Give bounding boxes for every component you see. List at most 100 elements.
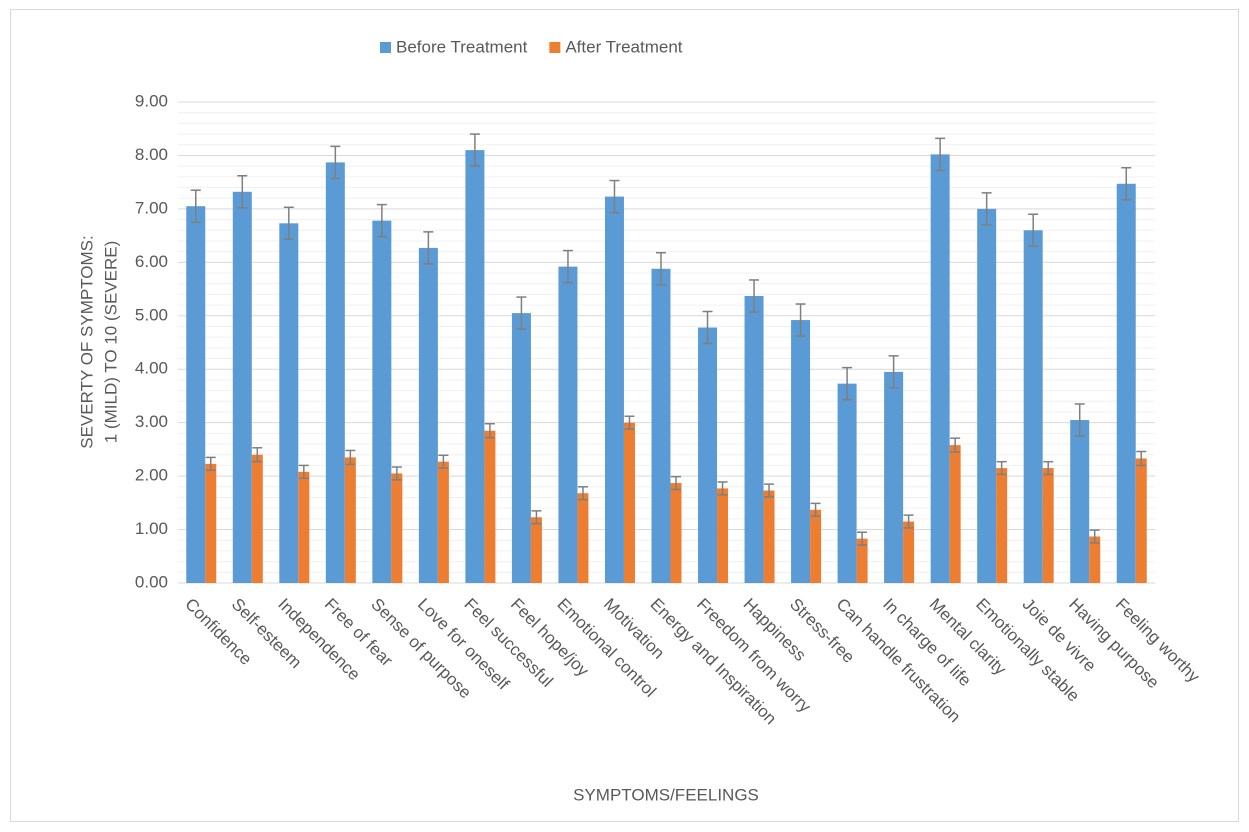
- bar: [949, 445, 961, 583]
- bar: [577, 493, 589, 583]
- bar: [344, 457, 356, 583]
- bar: [604, 196, 624, 583]
- error-bar: [577, 486, 588, 501]
- error-bar: [516, 296, 527, 330]
- bar: [930, 154, 950, 583]
- error-bar: [252, 447, 263, 463]
- error-bar: [996, 460, 1007, 476]
- error-bar: [205, 456, 216, 471]
- error-bar: [842, 366, 853, 401]
- y-tick-label: 9.00: [135, 91, 168, 110]
- bar: [698, 327, 718, 583]
- error-bar: [376, 203, 387, 238]
- error-bar: [438, 454, 449, 469]
- bar: [810, 509, 822, 583]
- bar: [903, 521, 915, 583]
- bar: [372, 220, 392, 583]
- legend-swatch: [549, 42, 561, 53]
- legend-swatch: [380, 42, 391, 53]
- bar: [670, 483, 682, 583]
- bar: [418, 247, 438, 584]
- bar: [325, 162, 345, 584]
- error-bar: [717, 481, 728, 496]
- legend-label: After Treatment: [565, 37, 682, 56]
- error-bar: [330, 145, 341, 180]
- bar: [484, 430, 496, 583]
- error-bar: [1136, 450, 1147, 467]
- bar: [744, 296, 764, 583]
- error-bar: [857, 531, 868, 546]
- y-tick-label: 6.00: [135, 252, 168, 271]
- error-bar: [935, 137, 946, 172]
- bar: [530, 517, 542, 583]
- error-bar: [1028, 213, 1039, 248]
- error-bar: [810, 502, 821, 517]
- bar: [465, 150, 485, 583]
- bar: [558, 266, 578, 583]
- error-bar: [469, 133, 480, 167]
- bar: [186, 206, 206, 583]
- error-bar: [531, 510, 542, 525]
- bar: [437, 461, 449, 583]
- x-axis-title: SYMPTOMS/FEELINGS: [573, 785, 759, 804]
- bar: [1116, 183, 1136, 583]
- bar: [1042, 468, 1054, 583]
- y-axis-title: SEVERTY OF SYMPTOMS: 1 (MILD) TO 10 (SEV…: [77, 235, 120, 449]
- y-tick-label: 8.00: [135, 145, 168, 164]
- y-tick-label: 0.00: [135, 572, 168, 591]
- error-bar: [562, 249, 573, 284]
- bar: [1089, 536, 1101, 583]
- error-bar: [981, 192, 992, 226]
- y-axis-title-line: 1 (MILD) TO 10 (SEVERE): [101, 241, 120, 443]
- error-bar: [345, 449, 356, 466]
- error-bar: [423, 231, 434, 265]
- error-bar: [1121, 166, 1132, 201]
- error-bar: [888, 355, 899, 389]
- y-tick-label: 7.00: [135, 198, 168, 217]
- bar: [205, 463, 217, 583]
- legend: Before Treatment After Treatment: [380, 37, 683, 56]
- bar: [251, 454, 263, 583]
- bar: [763, 490, 775, 583]
- error-bar: [484, 422, 495, 439]
- bar: [511, 313, 531, 583]
- error-bar: [656, 251, 666, 286]
- y-axis-title-line: SEVERTY OF SYMPTOMS:: [77, 235, 96, 449]
- bar: [232, 191, 252, 583]
- error-bar: [1074, 403, 1085, 437]
- y-tick-label: 1.00: [135, 519, 168, 538]
- error-bar: [950, 437, 961, 453]
- error-bar: [298, 464, 309, 479]
- bar: [856, 538, 868, 583]
- bar: [1023, 230, 1043, 583]
- bar: [298, 471, 310, 583]
- error-bar: [190, 189, 201, 223]
- error-bar: [391, 466, 402, 481]
- bar: [884, 371, 904, 583]
- y-tick-label: 5.00: [135, 305, 168, 324]
- error-bar: [764, 483, 775, 498]
- bar: [1070, 419, 1090, 583]
- legend-label: Before Treatment: [396, 37, 528, 56]
- error-bar: [749, 279, 760, 313]
- error-bar: [903, 514, 914, 529]
- bar: [1135, 458, 1147, 583]
- error-bar: [1043, 460, 1054, 476]
- error-bar: [609, 179, 620, 214]
- error-bar: [671, 475, 681, 491]
- bar: [977, 208, 997, 583]
- bar: [996, 468, 1008, 583]
- y-tick-label: 2.00: [135, 466, 168, 485]
- bar: [717, 488, 729, 583]
- error-bar: [624, 415, 635, 430]
- bar: [651, 268, 671, 583]
- error-bar: [237, 175, 248, 209]
- bar: [279, 223, 299, 583]
- error-bar: [702, 310, 713, 345]
- y-tick-label: 4.00: [135, 359, 168, 378]
- y-tick-label: 3.00: [135, 412, 168, 431]
- bar: [837, 383, 857, 583]
- bar: [623, 422, 635, 583]
- error-bar: [795, 303, 806, 337]
